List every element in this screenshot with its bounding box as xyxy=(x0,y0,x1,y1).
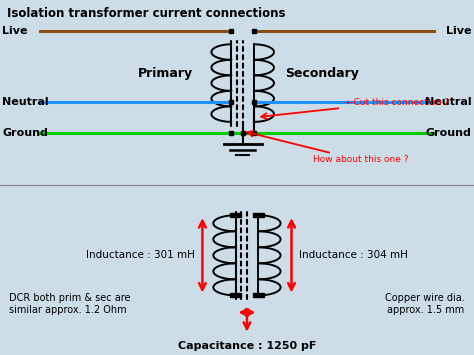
Text: Neutral: Neutral xyxy=(425,97,472,106)
Text: Capacitance : 1250 pF: Capacitance : 1250 pF xyxy=(178,342,316,351)
Text: Primary: Primary xyxy=(138,67,193,80)
Bar xyxy=(230,213,241,217)
Text: ←Cut this connection ?: ←Cut this connection ? xyxy=(346,98,449,107)
Text: Isolation transformer current connections: Isolation transformer current connection… xyxy=(7,7,286,20)
Bar xyxy=(230,294,241,297)
Text: Live: Live xyxy=(2,26,28,36)
Text: Ground: Ground xyxy=(426,128,472,138)
Text: How about this one ?: How about this one ? xyxy=(313,155,408,164)
Bar xyxy=(253,213,264,217)
Text: Inductance : 301 mH: Inductance : 301 mH xyxy=(86,250,195,260)
Text: Copper wire dia.
approx. 1.5 mm: Copper wire dia. approx. 1.5 mm xyxy=(385,293,465,315)
Text: Inductance : 304 mH: Inductance : 304 mH xyxy=(299,250,408,260)
Text: Ground: Ground xyxy=(2,128,48,138)
Text: Secondary: Secondary xyxy=(285,67,359,80)
Text: Neutral: Neutral xyxy=(2,97,49,106)
Bar xyxy=(253,294,264,297)
Text: DCR both prim & sec are
similar approx. 1.2 Ohm: DCR both prim & sec are similar approx. … xyxy=(9,293,131,315)
Text: Live: Live xyxy=(446,26,472,36)
